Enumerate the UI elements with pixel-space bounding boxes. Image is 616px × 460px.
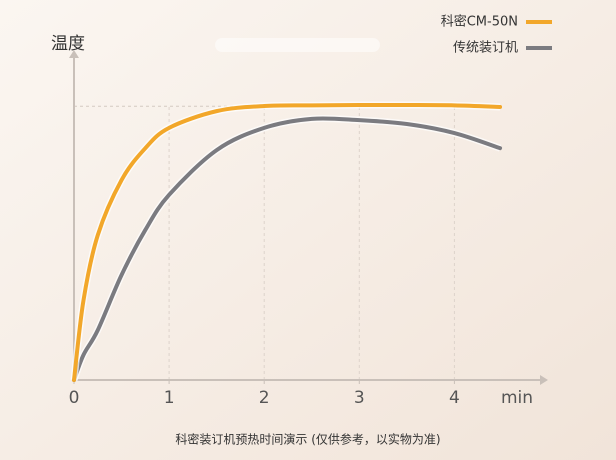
x-tick-label: 4 — [449, 388, 460, 408]
legend-label: 传统装订机 — [453, 41, 518, 56]
line — [72, 102, 503, 382]
x-tick-label: 0 — [69, 388, 80, 408]
legend-label: 科密CM-50N — [441, 14, 518, 30]
x-tick-label: 1 — [164, 388, 175, 408]
x-tick-label: 2 — [259, 388, 270, 408]
x-axis-label: min — [501, 388, 533, 408]
y-axis-arrow — [69, 50, 79, 58]
caption: 科密装订机预热时间演示 (仅供参考，以实物为准) — [175, 432, 440, 447]
x-axis-arrow — [540, 375, 548, 385]
x-tick-label: 3 — [354, 388, 365, 408]
line — [72, 116, 503, 382]
y-axis-label: 温度 — [51, 34, 85, 54]
faded-banner — [215, 38, 380, 52]
